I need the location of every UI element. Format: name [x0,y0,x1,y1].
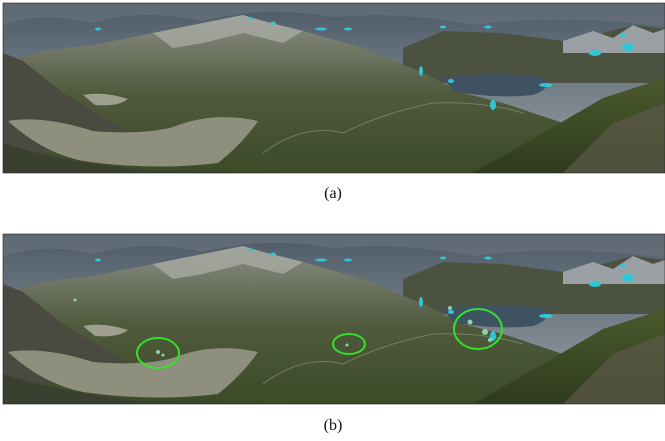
caption-a: (a) [324,185,342,202]
page: {"figure": {"panels": [{"caption": "(a)"… [0,0,665,441]
figure: (a) (b) [0,0,665,441]
caption-b: (b) [324,417,343,434]
panel-b: (b) [3,234,665,434]
panel-a-image [3,3,665,173]
panel-b-image [3,234,665,404]
panel-a: (a) [3,3,665,202]
